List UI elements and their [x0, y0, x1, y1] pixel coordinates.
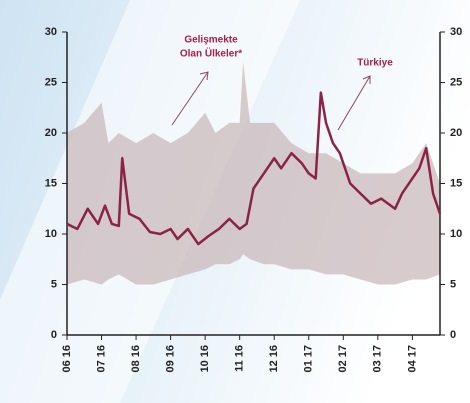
annotation: Türkiye	[357, 58, 393, 69]
annotation-arrowhead	[199, 71, 209, 81]
plot-area: 0 5 10 15 20 25 30 0 5 10 15 20 25 30 06 16 07 16 08 16 0…	[45, 26, 463, 373]
y-tick-label: 10	[45, 228, 57, 240]
x-tick-label: 04 17	[406, 345, 418, 373]
annotation-arrow	[337, 75, 371, 131]
annotation: Gelişmekte	[184, 35, 238, 46]
line	[66, 91, 442, 246]
x-tick-label: 06 16	[61, 345, 73, 373]
annotation-arrow	[171, 71, 209, 126]
x-tick-label: 02 17	[337, 345, 349, 373]
y2-tick-label: 10	[450, 228, 462, 240]
x-tick-label: 03 17	[372, 345, 384, 373]
y-tick-label: 25	[45, 76, 57, 88]
annotation-arrowhead	[362, 75, 371, 84]
x-tick-label: 09 16	[165, 345, 177, 373]
annotation: Olan Ülkeler*	[180, 47, 242, 60]
y-tick-label: 0	[51, 329, 57, 341]
y-tick-label: 5	[51, 278, 57, 290]
x-tick-label: 10 16	[199, 345, 211, 373]
x-tick-label: 01 17	[303, 345, 315, 373]
range-band	[67, 62, 440, 285]
y2-tick-label: 25	[450, 76, 462, 88]
x-tick-label: 08 16	[130, 345, 142, 373]
y2-tick-label: 5	[450, 278, 456, 290]
x-tick-label: 11 16	[234, 345, 246, 372]
y-tick-label: 15	[45, 177, 57, 189]
x-tick-label: 07 16	[95, 345, 107, 373]
y2-tick-label: 15	[450, 177, 462, 189]
y-tick-label: 20	[45, 127, 57, 139]
y-tick-label: 30	[45, 26, 57, 38]
y2-tick-label: 30	[450, 26, 462, 38]
y2-tick-label: 20	[450, 127, 462, 139]
y2-tick-label: 0	[450, 329, 456, 341]
x-tick-label: 12 16	[268, 345, 280, 373]
